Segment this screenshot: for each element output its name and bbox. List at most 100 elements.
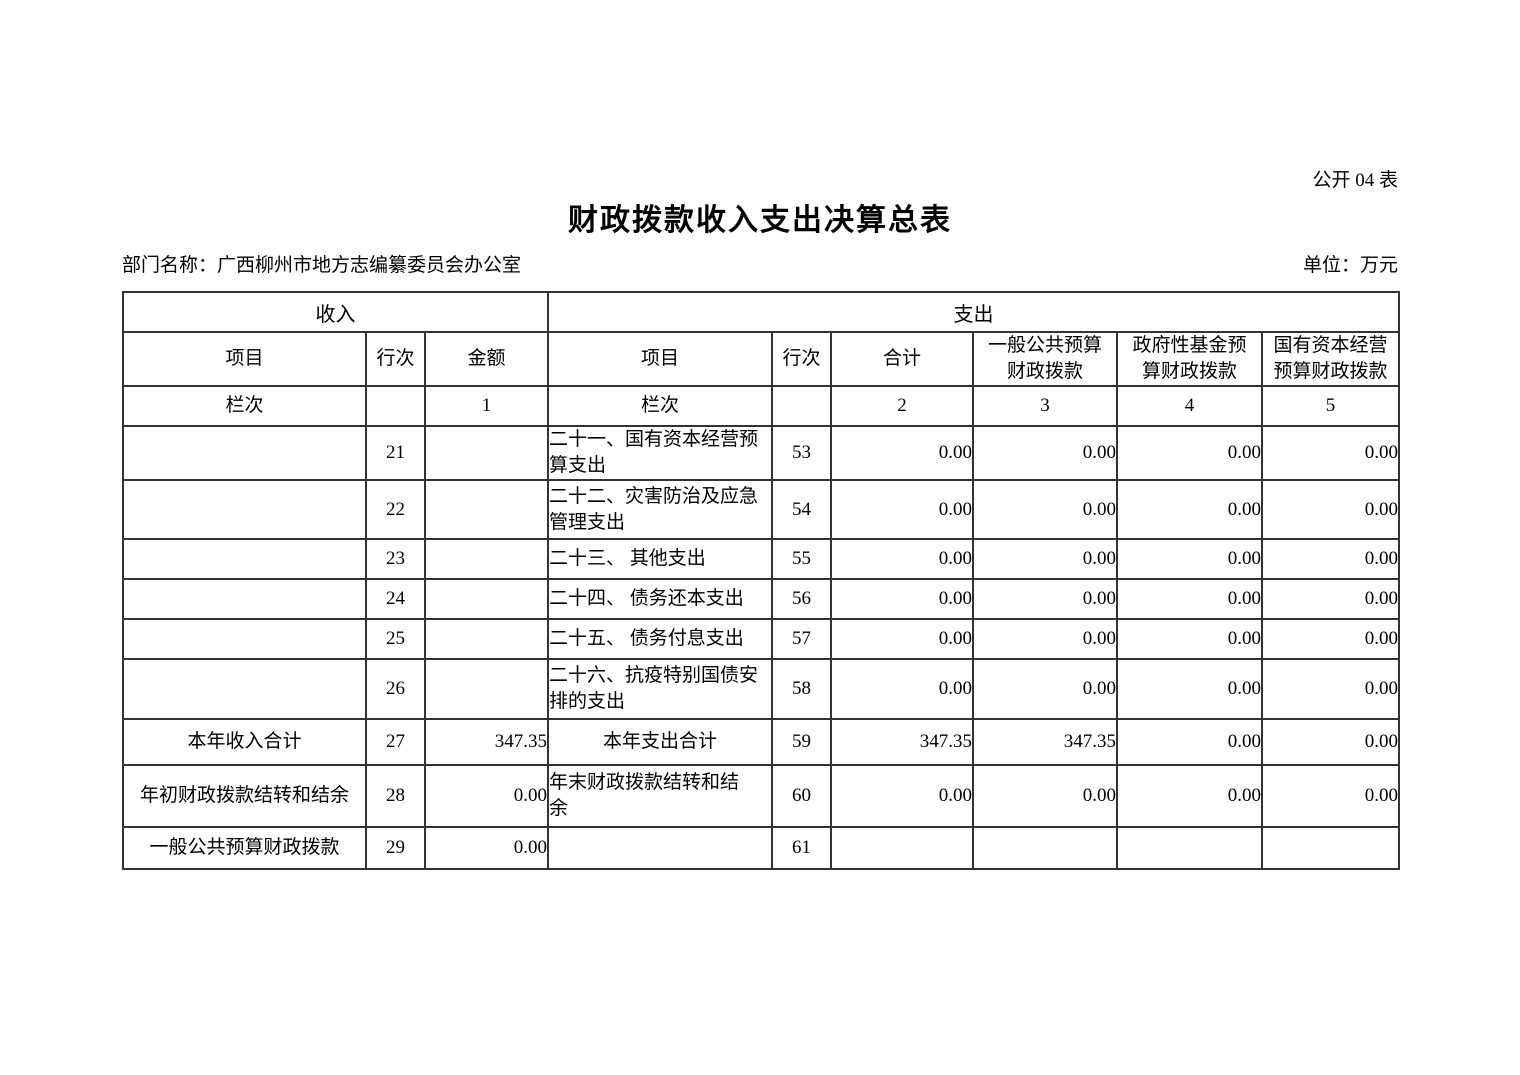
expense-total-cell bbox=[830, 826, 974, 870]
total-index: 2 bbox=[830, 385, 974, 427]
expense-line-cell: 57 bbox=[771, 618, 832, 660]
expense-line-cell: 60 bbox=[771, 764, 832, 828]
page-title: 财政拨款收入支出决算总表 bbox=[568, 204, 952, 237]
expense-line-cell: 55 bbox=[771, 538, 832, 580]
expense-item-cell: 二十六、抗疫特别国债安 排的支出 bbox=[547, 658, 773, 720]
state-capital-cell: 0.00 bbox=[1261, 578, 1400, 620]
expense-item-cell: 二十五、 债务付息支出 bbox=[547, 618, 773, 660]
income-item-cell bbox=[122, 578, 367, 620]
income-line-cell: 28 bbox=[365, 764, 426, 828]
table-row: 26 二十六、抗疫特别国债安 排的支出 58 0.00 0.00 0.00 0.… bbox=[122, 658, 1400, 720]
gov-fund-cell: 0.00 bbox=[1116, 658, 1263, 720]
expense-total-cell: 0.00 bbox=[830, 764, 974, 828]
state-capital-cell: 0.00 bbox=[1261, 425, 1400, 481]
general-budget-cell: 0.00 bbox=[972, 658, 1118, 720]
expense-total-cell: 0.00 bbox=[830, 578, 974, 620]
unit-label: 单位：万元 bbox=[1302, 255, 1398, 276]
report-sheet: 公开 04 表 财政拨款收入支出决算总表 部门名称：广西柳州市地方志编纂委员会办… bbox=[122, 0, 1400, 870]
expense-item-cell: 二十四、 债务还本支出 bbox=[547, 578, 773, 620]
expense-line-header: 行次 bbox=[771, 331, 832, 387]
expense-total-cell: 0.00 bbox=[830, 479, 974, 540]
column-header-row: 项目 行次 金额 项目 行次 合计 一般公共预算 财政拨款 政府性基金预 算财政… bbox=[122, 331, 1400, 387]
income-amount-index: 1 bbox=[424, 385, 549, 427]
total-row: 本年收入合计 27 347.35 本年支出合计 59 347.35 347.35… bbox=[122, 718, 1400, 766]
income-line-cell: 21 bbox=[365, 425, 426, 481]
income-line-cell: 22 bbox=[365, 479, 426, 540]
table-row: 一般公共预算财政拨款 29 0.00 61 bbox=[122, 826, 1400, 870]
income-line-cell: 25 bbox=[365, 618, 426, 660]
state-capital-budget-header: 国有资本经营 预算财政拨款 bbox=[1261, 331, 1400, 387]
income-item-cell: 一般公共预算财政拨款 bbox=[122, 826, 367, 870]
general-index: 3 bbox=[972, 385, 1118, 427]
general-budget-cell: 0.00 bbox=[972, 578, 1118, 620]
income-line-header: 行次 bbox=[365, 331, 426, 387]
income-amount-cell bbox=[424, 658, 549, 720]
table-row: 24 二十四、 债务还本支出 56 0.00 0.00 0.00 0.00 bbox=[122, 578, 1400, 620]
empty-cell bbox=[365, 385, 426, 427]
income-line-cell: 29 bbox=[365, 826, 426, 870]
expense-item-cell: 年末财政拨款结转和结 余 bbox=[547, 764, 773, 828]
general-budget-cell: 0.00 bbox=[972, 425, 1118, 481]
income-item-cell: 年初财政拨款结转和结余 bbox=[122, 764, 367, 828]
income-item-cell bbox=[122, 618, 367, 660]
gov-fund-index: 4 bbox=[1116, 385, 1263, 427]
expense-section-header: 支出 bbox=[547, 291, 1400, 333]
expense-item-header: 项目 bbox=[547, 331, 773, 387]
general-budget-cell: 347.35 bbox=[972, 718, 1118, 766]
general-budget-cell: 0.00 bbox=[972, 618, 1118, 660]
general-budget-cell: 0.00 bbox=[972, 764, 1118, 828]
general-budget-cell: 0.00 bbox=[972, 538, 1118, 580]
state-capital-cell: 0.00 bbox=[1261, 479, 1400, 540]
expense-item-cell: 二十三、 其他支出 bbox=[547, 538, 773, 580]
income-amount-cell bbox=[424, 618, 549, 660]
table-row: 23 二十三、 其他支出 55 0.00 0.00 0.00 0.00 bbox=[122, 538, 1400, 580]
state-capital-cell: 0.00 bbox=[1261, 538, 1400, 580]
table-row: 年初财政拨款结转和结余 28 0.00 年末财政拨款结转和结 余 60 0.00… bbox=[122, 764, 1400, 828]
gov-fund-budget-header: 政府性基金预 算财政拨款 bbox=[1116, 331, 1263, 387]
table-row: 25 二十五、 债务付息支出 57 0.00 0.00 0.00 0.00 bbox=[122, 618, 1400, 660]
expense-line-cell: 53 bbox=[771, 425, 832, 481]
form-code-label: 公开 04 表 bbox=[1312, 170, 1398, 191]
expense-total-label: 本年支出合计 bbox=[547, 718, 773, 766]
expense-total-cell: 0.00 bbox=[830, 538, 974, 580]
gov-fund-cell: 0.00 bbox=[1116, 618, 1263, 660]
expense-line-cell: 58 bbox=[771, 658, 832, 720]
income-total-label: 本年收入合计 bbox=[122, 718, 367, 766]
expense-item-cell: 二十二、灾害防治及应急 管理支出 bbox=[547, 479, 773, 540]
table-row: 22 二十二、灾害防治及应急 管理支出 54 0.00 0.00 0.00 0.… bbox=[122, 479, 1400, 540]
income-amount-cell bbox=[424, 538, 549, 580]
fiscal-appropriation-table: 收入 支出 项目 行次 金额 项目 行次 合计 一般公共预算 财政拨款 政府性基… bbox=[122, 291, 1400, 870]
column-index-row: 栏次 1 栏次 2 3 4 5 bbox=[122, 385, 1400, 427]
income-amount-cell bbox=[424, 578, 549, 620]
expense-item-cell: 二十一、国有资本经营预 算支出 bbox=[547, 425, 773, 481]
department-name-label: 部门名称：广西柳州市地方志编纂委员会办公室 bbox=[122, 255, 522, 276]
income-amount-cell: 347.35 bbox=[424, 718, 549, 766]
state-capital-cell bbox=[1261, 826, 1400, 870]
expense-item-cell bbox=[547, 826, 773, 870]
income-amount-header: 金额 bbox=[424, 331, 549, 387]
income-item-cell bbox=[122, 479, 367, 540]
expense-total-header: 合计 bbox=[830, 331, 974, 387]
income-amount-cell: 0.00 bbox=[424, 826, 549, 870]
state-capital-index: 5 bbox=[1261, 385, 1400, 427]
state-capital-cell: 0.00 bbox=[1261, 764, 1400, 828]
expense-line-cell: 56 bbox=[771, 578, 832, 620]
income-index-label: 栏次 bbox=[122, 385, 367, 427]
gov-fund-cell: 0.00 bbox=[1116, 425, 1263, 481]
meta-row: 部门名称：广西柳州市地方志编纂委员会办公室 单位：万元 bbox=[122, 254, 1398, 278]
state-capital-cell: 0.00 bbox=[1261, 618, 1400, 660]
gov-fund-cell: 0.00 bbox=[1116, 764, 1263, 828]
income-item-header: 项目 bbox=[122, 331, 367, 387]
income-item-cell bbox=[122, 538, 367, 580]
expense-line-cell: 59 bbox=[771, 718, 832, 766]
income-section-header: 收入 bbox=[122, 291, 549, 333]
empty-cell bbox=[771, 385, 832, 427]
expense-line-cell: 61 bbox=[771, 826, 832, 870]
gov-fund-cell: 0.00 bbox=[1116, 538, 1263, 580]
income-line-cell: 26 bbox=[365, 658, 426, 720]
income-line-cell: 23 bbox=[365, 538, 426, 580]
expense-total-cell: 0.00 bbox=[830, 425, 974, 481]
expense-total-cell: 0.00 bbox=[830, 618, 974, 660]
income-item-cell bbox=[122, 425, 367, 481]
general-budget-cell bbox=[972, 826, 1118, 870]
